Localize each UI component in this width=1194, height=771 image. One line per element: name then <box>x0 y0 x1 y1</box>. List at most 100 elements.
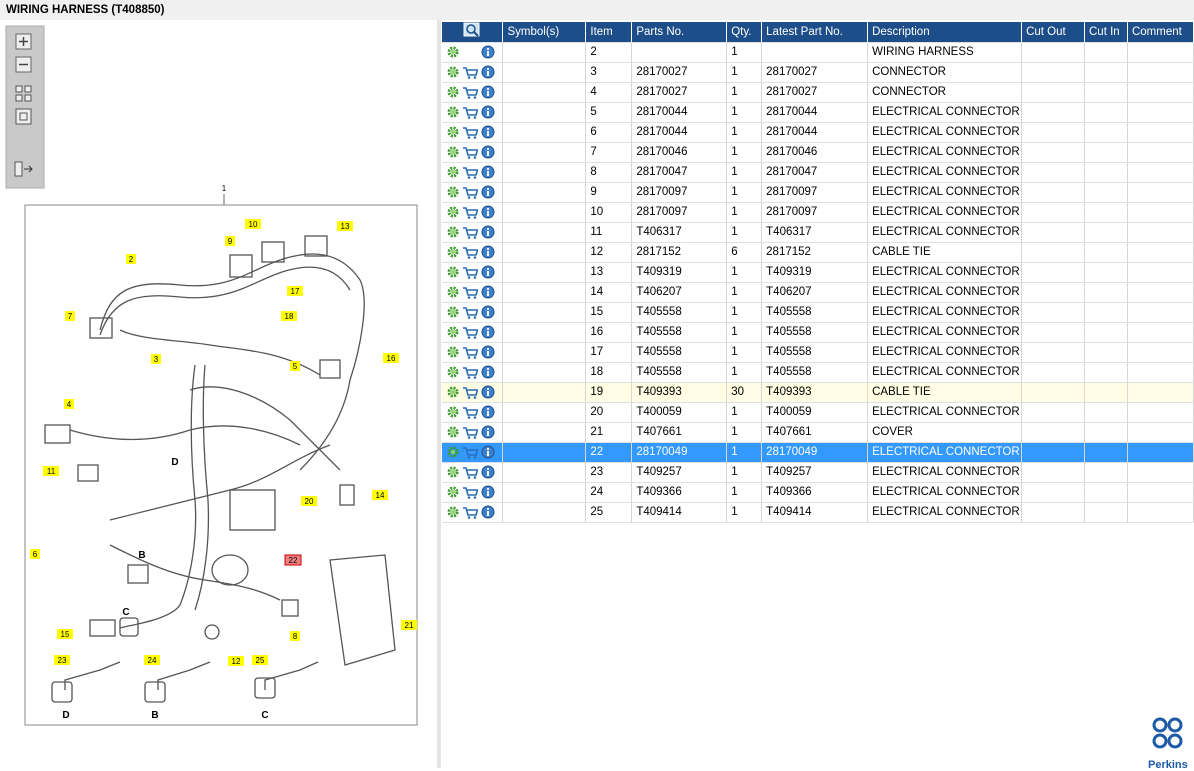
config-icon[interactable] <box>447 426 459 438</box>
cart-icon[interactable] <box>462 286 479 299</box>
info-icon[interactable] <box>481 505 495 519</box>
info-icon[interactable] <box>481 405 495 419</box>
cart-icon[interactable] <box>462 426 479 439</box>
parts-row[interactable]: 15 T405558 1 T405558 ELECTRICAL CONNECTOR <box>442 302 1194 323</box>
info-icon[interactable] <box>481 425 495 439</box>
info-icon[interactable] <box>481 445 495 459</box>
fit-all[interactable] <box>15 85 32 102</box>
info-icon[interactable] <box>481 245 495 259</box>
parts-row[interactable]: 17 T405558 1 T405558 ELECTRICAL CONNECTOR <box>442 342 1194 363</box>
info-icon[interactable] <box>481 85 495 99</box>
parts-row[interactable]: 11 T406317 1 T406317 ELECTRICAL CONNECTOR <box>442 222 1194 243</box>
config-icon[interactable] <box>447 186 459 198</box>
info-icon[interactable] <box>481 165 495 179</box>
cart-icon[interactable] <box>462 366 479 379</box>
config-icon[interactable] <box>447 306 459 318</box>
config-icon[interactable] <box>447 66 459 78</box>
cart-icon[interactable] <box>462 226 479 239</box>
info-icon[interactable] <box>481 205 495 219</box>
parts-row[interactable]: 6 28170044 1 28170044 ELECTRICAL CONNECTOR <box>442 122 1194 143</box>
config-icon[interactable] <box>447 106 459 118</box>
cart-icon[interactable] <box>462 186 479 199</box>
parts-row[interactable]: 19 T409393 30 T409393 CABLE TIE <box>442 382 1194 403</box>
fit-window[interactable] <box>15 108 32 125</box>
info-icon[interactable] <box>481 145 495 159</box>
info-icon[interactable] <box>481 225 495 239</box>
splitter[interactable] <box>437 20 441 768</box>
info-icon[interactable] <box>481 265 495 279</box>
config-icon[interactable] <box>447 366 459 378</box>
parts-row[interactable]: 16 T405558 1 T405558 ELECTRICAL CONNECTOR <box>442 322 1194 343</box>
config-icon[interactable] <box>447 146 459 158</box>
config-icon[interactable] <box>447 486 459 498</box>
parts-row[interactable]: 7 28170046 1 28170046 ELECTRICAL CONNECTOR <box>442 142 1194 163</box>
info-icon[interactable] <box>481 365 495 379</box>
toggle-panel[interactable] <box>14 161 33 177</box>
search-column[interactable] <box>442 22 504 43</box>
config-icon[interactable] <box>447 266 459 278</box>
info-icon[interactable] <box>481 345 495 359</box>
info-icon[interactable] <box>481 105 495 119</box>
info-icon[interactable] <box>481 125 495 139</box>
cart-icon[interactable] <box>462 506 479 519</box>
cart-icon[interactable] <box>462 106 479 119</box>
cart-icon[interactable] <box>462 306 479 319</box>
info-icon[interactable] <box>481 485 495 499</box>
config-icon[interactable] <box>447 126 459 138</box>
config-icon[interactable] <box>447 386 459 398</box>
parts-row[interactable]: 8 28170047 1 28170047 ELECTRICAL CONNECTOR <box>442 162 1194 183</box>
parts-row[interactable]: 20 T400059 1 T400059 ELECTRICAL CONNECTOR <box>442 402 1194 423</box>
parts-row[interactable]: 23 T409257 1 T409257 ELECTRICAL CONNECTOR <box>442 462 1194 483</box>
cart-icon[interactable] <box>462 206 479 219</box>
config-icon[interactable] <box>447 466 459 478</box>
info-icon[interactable] <box>481 465 495 479</box>
config-icon[interactable] <box>447 446 459 458</box>
cart-icon[interactable] <box>462 246 479 259</box>
cart-icon[interactable] <box>462 166 479 179</box>
cart-icon[interactable] <box>462 346 479 359</box>
cart-icon[interactable] <box>462 86 479 99</box>
config-icon[interactable] <box>447 86 459 98</box>
config-icon[interactable] <box>447 506 459 518</box>
search-icon[interactable] <box>463 22 481 38</box>
parts-row[interactable]: 10 28170097 1 28170097 ELECTRICAL CONNECTOR <box>442 202 1194 223</box>
parts-row[interactable]: 22 28170049 1 28170049 ELECTRICAL CONNECTOR <box>442 442 1194 463</box>
info-icon[interactable] <box>481 325 495 339</box>
cart-icon[interactable] <box>462 146 479 159</box>
config-icon[interactable] <box>447 286 459 298</box>
config-icon[interactable] <box>447 226 459 238</box>
parts-row[interactable]: 13 T409319 1 T409319 ELECTRICAL CONNECTOR <box>442 262 1194 283</box>
cart-icon[interactable] <box>462 126 479 139</box>
parts-row[interactable]: 4 28170027 1 28170027 CONNECTOR <box>442 82 1194 103</box>
cart-icon[interactable] <box>462 326 479 339</box>
info-icon[interactable] <box>481 285 495 299</box>
parts-row[interactable]: 21 T407661 1 T407661 COVER <box>442 422 1194 443</box>
config-icon[interactable] <box>447 206 459 218</box>
info-icon[interactable] <box>481 305 495 319</box>
parts-row[interactable]: 2 1 WIRING HARNESS <box>442 42 1194 63</box>
config-icon[interactable] <box>447 166 459 178</box>
cart-icon[interactable] <box>462 66 479 79</box>
parts-row[interactable]: 3 28170027 1 28170027 CONNECTOR <box>442 62 1194 83</box>
cart-icon[interactable] <box>462 266 479 279</box>
parts-row[interactable]: 5 28170044 1 28170044 ELECTRICAL CONNECTOR <box>442 102 1194 123</box>
parts-row[interactable]: 25 T409414 1 T409414 ELECTRICAL CONNECTOR <box>442 502 1194 523</box>
config-icon[interactable] <box>447 246 459 258</box>
config-icon[interactable] <box>447 346 459 358</box>
info-icon[interactable] <box>481 65 495 79</box>
parts-row[interactable]: 24 T409366 1 T409366 ELECTRICAL CONNECTOR <box>442 482 1194 503</box>
info-icon[interactable] <box>481 385 495 399</box>
parts-row[interactable]: 18 T405558 1 T405558 ELECTRICAL CONNECTOR <box>442 362 1194 383</box>
info-icon[interactable] <box>481 45 495 59</box>
config-icon[interactable] <box>447 406 459 418</box>
zoom-out[interactable] <box>15 56 32 73</box>
parts-row[interactable]: 14 T406207 1 T406207 ELECTRICAL CONNECTOR <box>442 282 1194 303</box>
parts-row[interactable]: 12 2817152 6 2817152 CABLE TIE <box>442 242 1194 263</box>
cart-icon[interactable] <box>462 386 479 399</box>
parts-row[interactable]: 9 28170097 1 28170097 ELECTRICAL CONNECTOR <box>442 182 1194 203</box>
info-icon[interactable] <box>481 185 495 199</box>
cart-icon[interactable] <box>462 466 479 479</box>
cart-icon[interactable] <box>462 406 479 419</box>
config-icon[interactable] <box>447 326 459 338</box>
zoom-in[interactable] <box>15 33 32 50</box>
